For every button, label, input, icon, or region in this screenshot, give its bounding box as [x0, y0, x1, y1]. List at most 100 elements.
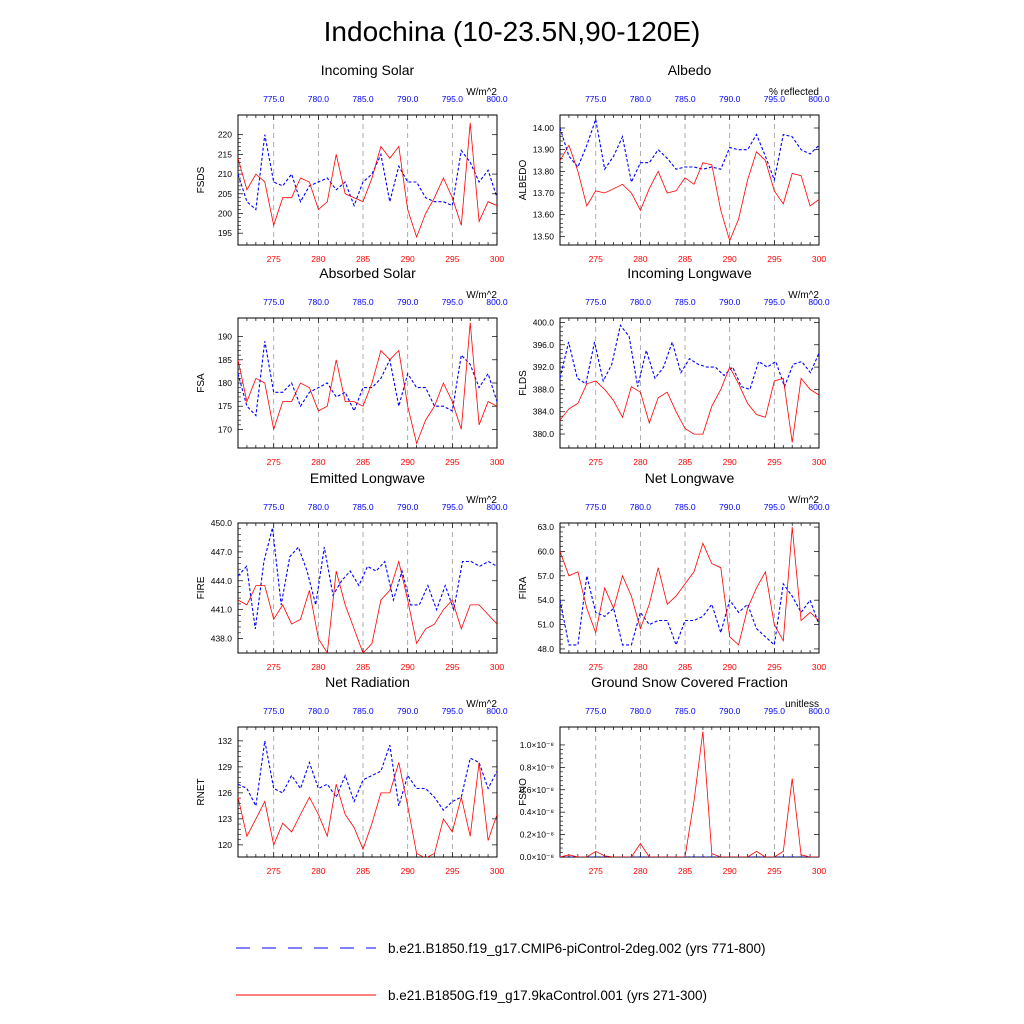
x-tick-label-bottom: 295: [767, 254, 781, 264]
plot-frame: [237, 114, 498, 246]
series-line-control: [238, 134, 497, 211]
x-tick-label-bottom: 300: [812, 866, 826, 876]
x-tick-label-top: 790.0: [397, 297, 419, 307]
x-tick-label-bottom: 280: [633, 457, 647, 467]
y-tick-label: 175: [218, 401, 232, 411]
chart-title: Incoming Longwave: [627, 265, 752, 281]
series-line-ka: [560, 366, 819, 443]
y-axis-label: FIRE: [196, 576, 207, 599]
chart-panel-1: Incoming Solar W/m^2 275 775.0 280 780.0 285 78…: [196, 62, 508, 264]
x-tick-label-top: 785.0: [674, 297, 696, 307]
y-tick-label: 51.0: [537, 620, 554, 630]
y-tick-label: 388.0: [533, 384, 555, 394]
x-tick-label-bottom: 290: [723, 254, 737, 264]
chart-title: Ground Snow Covered Fraction: [591, 674, 788, 690]
x-tick-label-top: 785.0: [674, 502, 696, 512]
x-tick-label-bottom: 300: [812, 662, 826, 672]
y-tick-label: 129: [218, 762, 232, 772]
x-tick-label-bottom: 290: [401, 662, 415, 672]
x-tick-label-bottom: 275: [267, 866, 281, 876]
x-tick-label-top: 780.0: [630, 94, 652, 104]
y-tick-label: 200: [218, 208, 232, 218]
chart-units: W/m^2: [788, 290, 819, 301]
plot-frame: [559, 726, 820, 858]
y-tick-label: 0.6×10⁻⁸: [520, 785, 555, 795]
y-axis-label: FLDS: [518, 370, 529, 396]
x-tick-label-bottom: 285: [356, 866, 370, 876]
x-tick-label-top: 795.0: [764, 94, 786, 104]
x-tick-label-top: 795.0: [442, 94, 464, 104]
x-tick-label-bottom: 275: [267, 457, 281, 467]
figure-title: Indochina (10-23.5N,90-120E): [324, 16, 701, 47]
y-tick-label: 392.0: [533, 362, 555, 372]
x-tick-label-bottom: 295: [767, 662, 781, 672]
y-tick-label: 13.60: [533, 210, 555, 220]
x-tick-label-bottom: 295: [445, 866, 459, 876]
x-tick-label-top: 785.0: [352, 94, 374, 104]
series-line-control: [238, 740, 497, 812]
x-tick-label-top: 800.0: [486, 297, 508, 307]
x-tick-label-top: 775.0: [585, 94, 607, 104]
y-tick-label: 1.0×10⁻⁸: [520, 740, 555, 750]
y-tick-label: 120: [218, 840, 232, 850]
y-tick-label: 444.0: [211, 576, 233, 586]
x-tick-label-top: 780.0: [308, 297, 330, 307]
x-tick-label-bottom: 295: [767, 457, 781, 467]
x-tick-label-bottom: 300: [812, 457, 826, 467]
series-line-ka: [238, 322, 497, 445]
x-tick-label-top: 800.0: [486, 706, 508, 716]
y-tick-label: 220: [218, 130, 232, 140]
x-tick-label-top: 780.0: [630, 706, 652, 716]
chart-title: Net Radiation: [325, 674, 410, 690]
x-tick-label-bottom: 275: [589, 662, 603, 672]
y-axis-label: ALBEDO: [518, 159, 529, 200]
x-tick-label-top: 775.0: [585, 706, 607, 716]
x-tick-label-bottom: 285: [678, 254, 692, 264]
y-tick-label: 132: [218, 736, 232, 746]
y-tick-label: 14.00: [533, 123, 555, 133]
y-tick-label: 48.0: [537, 644, 554, 654]
x-tick-label-top: 790.0: [719, 297, 741, 307]
x-tick-label-bottom: 290: [723, 662, 737, 672]
panels: Incoming Solar W/m^2 275 775.0 280 780.0 285 78…: [196, 62, 830, 876]
chart-units: W/m^2: [466, 87, 497, 98]
y-tick-label: 185: [218, 355, 232, 365]
x-tick-label-top: 800.0: [486, 502, 508, 512]
x-tick-label-top: 790.0: [719, 94, 741, 104]
x-tick-label-bottom: 300: [490, 866, 504, 876]
plot-frame: [237, 317, 498, 449]
x-tick-label-top: 775.0: [263, 706, 285, 716]
y-tick-label: 441.0: [211, 605, 233, 615]
plot-frame: [559, 317, 820, 449]
y-axis-label: FSNO: [518, 778, 529, 806]
chart-units: W/m^2: [788, 495, 819, 506]
series-line-ka: [238, 762, 497, 857]
y-tick-label: 380.0: [533, 429, 555, 439]
x-tick-label-bottom: 300: [490, 254, 504, 264]
x-tick-label-top: 780.0: [630, 502, 652, 512]
chart-panel-7: Net Radiation W/m^2 275 775.0 280 780.0 285 785…: [196, 674, 508, 876]
y-tick-label: 170: [218, 424, 232, 434]
x-tick-label-top: 795.0: [764, 502, 786, 512]
x-tick-label-bottom: 300: [490, 662, 504, 672]
y-tick-label: 0.4×10⁻⁸: [520, 807, 555, 817]
x-tick-label-top: 800.0: [808, 94, 830, 104]
legend: b.e21.B1850.f19_g17.CMIP6-piControl-2deg…: [236, 941, 766, 1003]
x-tick-label-top: 800.0: [808, 706, 830, 716]
chart-title: Net Longwave: [645, 470, 735, 486]
y-tick-label: 126: [218, 788, 232, 798]
x-tick-label-bottom: 295: [445, 662, 459, 672]
series-line-ka: [238, 122, 497, 239]
y-tick-label: 54.0: [537, 595, 554, 605]
x-tick-label-bottom: 285: [356, 254, 370, 264]
y-tick-label: 396.0: [533, 340, 555, 350]
x-tick-label-top: 785.0: [352, 297, 374, 307]
y-tick-label: 0.0×10⁻⁸: [520, 852, 555, 862]
y-tick-label: 210: [218, 169, 232, 179]
chart-title: Absorbed Solar: [319, 265, 416, 281]
y-tick-label: 13.70: [533, 188, 555, 198]
x-tick-label-top: 775.0: [263, 94, 285, 104]
x-tick-label-bottom: 275: [267, 254, 281, 264]
x-tick-label-top: 785.0: [352, 502, 374, 512]
y-tick-label: 13.50: [533, 231, 555, 241]
